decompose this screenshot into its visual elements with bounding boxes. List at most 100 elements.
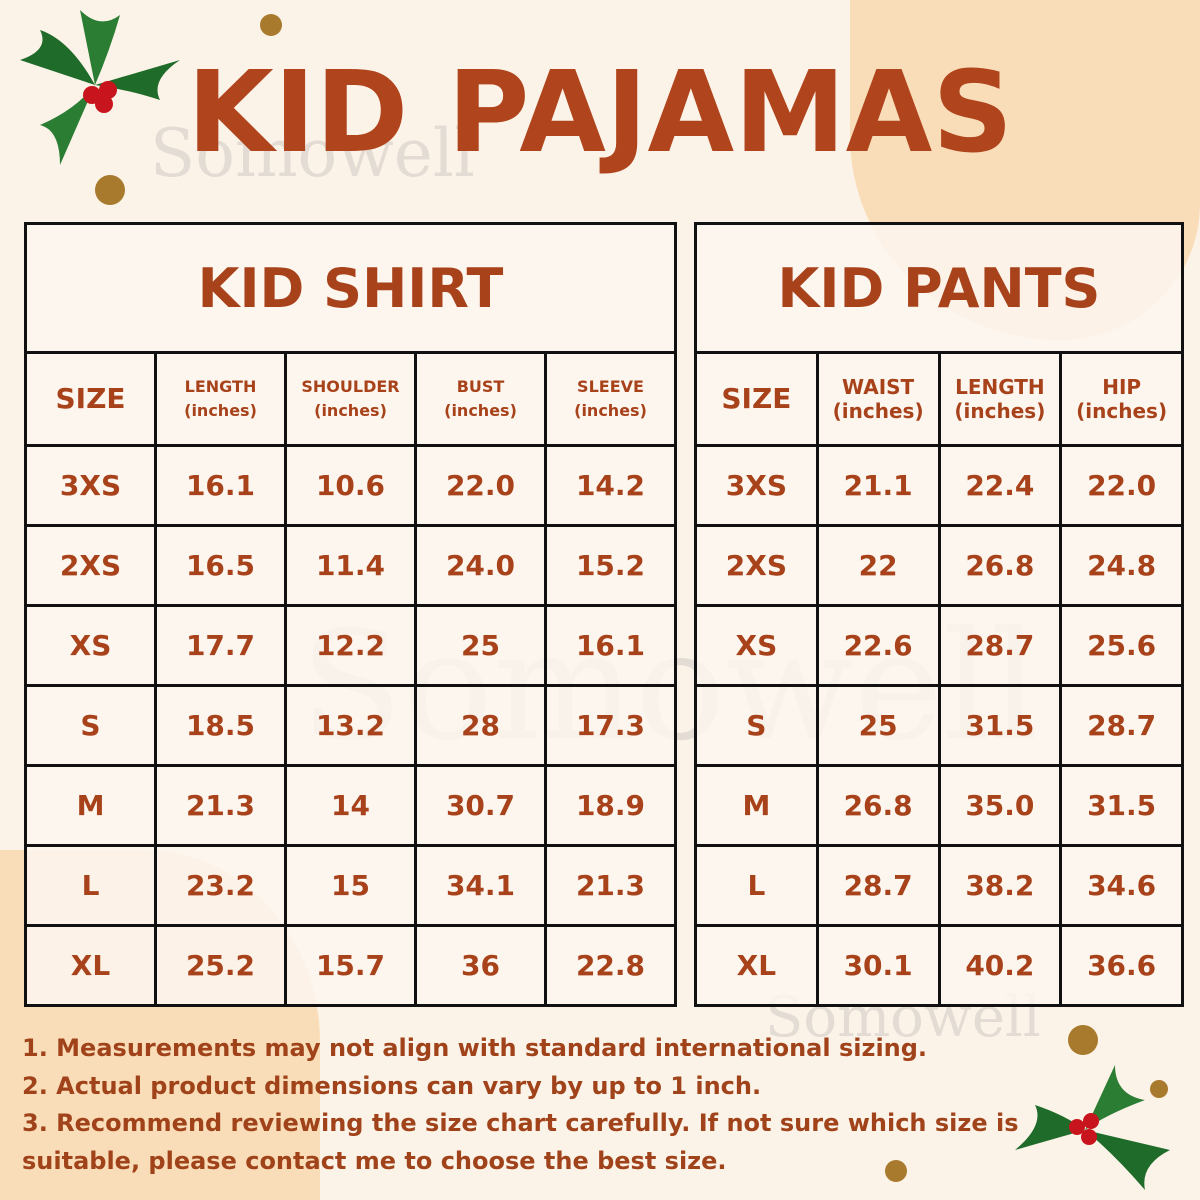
value-cell: 22.0: [1059, 444, 1184, 527]
table-row: L 23.2 15 34.1 21.3: [24, 844, 677, 927]
table-heading: KID SHIRT: [24, 222, 677, 354]
size-cell: S: [694, 684, 819, 767]
value-cell: 16.1: [544, 604, 677, 687]
size-cell: XS: [24, 604, 157, 687]
column-label: SIZE: [721, 382, 792, 415]
decor-dot: [885, 1160, 907, 1182]
size-cell: M: [694, 764, 819, 847]
value-cell: 17.7: [154, 604, 287, 687]
table-row: S 25 31.5 28.7: [694, 684, 1184, 767]
value-cell: 16.5: [154, 524, 287, 607]
value-cell: 22.6: [815, 604, 941, 687]
column-unit: (inches): [832, 399, 924, 423]
column-unit: (inches): [1076, 399, 1168, 423]
table-row: M 21.3 14 30.7 18.9: [24, 764, 677, 847]
value-cell: 15: [284, 844, 417, 927]
size-cell: 3XS: [24, 444, 157, 527]
value-cell: 12.2: [284, 604, 417, 687]
value-cell: 21.3: [154, 764, 287, 847]
column-label: SHOULDER: [301, 377, 400, 396]
column-unit: (inches): [444, 401, 517, 420]
note: 2. Actual product dimensions can vary by…: [22, 1071, 762, 1100]
value-cell: 25.6: [1059, 604, 1184, 687]
value-cell: 36: [414, 924, 547, 1007]
size-cell: 3XS: [694, 444, 819, 527]
value-cell: 25: [815, 684, 941, 767]
value-cell: 26.8: [937, 524, 1063, 607]
value-cell: 13.2: [284, 684, 417, 767]
table-row: 2XS 16.5 11.4 24.0 15.2: [24, 524, 677, 607]
decor-dot: [1150, 1080, 1168, 1098]
watermark: Somowell: [150, 115, 476, 192]
column-label: BUST: [456, 377, 505, 396]
kid-pants-table: KID PANTS SIZE WAIST (inches) LENGTH (inches…: [694, 222, 1184, 1007]
value-cell: 22.8: [544, 924, 677, 1007]
value-cell: 25: [414, 604, 547, 687]
table-row: 3XS 21.1 22.4 22.0: [694, 444, 1184, 527]
value-cell: 30.7: [414, 764, 547, 847]
size-cell: 2XS: [24, 524, 157, 607]
column-header: WAIST (inches): [815, 351, 941, 447]
kid-shirt-table: KID SHIRT SIZE LENGTH (inches) SHOULDER (inc…: [24, 222, 677, 1007]
column-header: HIP (inches): [1059, 351, 1184, 447]
column-label: LENGTH: [955, 375, 1045, 399]
size-cell: L: [24, 844, 157, 927]
value-cell: 24.8: [1059, 524, 1184, 607]
column-header: SIZE: [24, 351, 157, 447]
value-cell: 36.6: [1059, 924, 1184, 1007]
value-cell: 35.0: [937, 764, 1063, 847]
value-cell: 40.2: [937, 924, 1063, 1007]
value-cell: 14.2: [544, 444, 677, 527]
decor-dot: [260, 14, 282, 36]
value-cell: 28.7: [815, 844, 941, 927]
value-cell: 28: [414, 684, 547, 767]
column-label: HIP: [1102, 375, 1142, 399]
table-row: L 28.7 38.2 34.6: [694, 844, 1184, 927]
note: 3. Recommend reviewing the size chart ca…: [22, 1109, 1019, 1175]
value-cell: 18.5: [154, 684, 287, 767]
table-row: 3XS 16.1 10.6 22.0 14.2: [24, 444, 677, 527]
size-cell: XS: [694, 604, 819, 687]
decor-dot: [1068, 1025, 1098, 1055]
holly-icon: [20, 10, 180, 165]
value-cell: 31.5: [1059, 764, 1184, 847]
table-row: XL 25.2 15.7 36 22.8: [24, 924, 677, 1007]
decor-dot: [95, 175, 125, 205]
value-cell: 17.3: [544, 684, 677, 767]
column-header: LENGTH (inches): [154, 351, 287, 447]
column-header: SLEEVE (inches): [544, 351, 677, 447]
table-heading: KID PANTS: [694, 222, 1184, 354]
column-unit: (inches): [574, 401, 647, 420]
page-title: KID PAJAMAS: [186, 48, 1014, 178]
value-cell: 38.2: [937, 844, 1063, 927]
column-label: SIZE: [55, 382, 126, 415]
value-cell: 22.0: [414, 444, 547, 527]
column-unit: (inches): [314, 401, 387, 420]
size-cell: L: [694, 844, 819, 927]
value-cell: 28.7: [937, 604, 1063, 687]
column-header: SIZE: [694, 351, 819, 447]
column-label: LENGTH: [184, 377, 257, 396]
column-header: BUST (inches): [414, 351, 547, 447]
value-cell: 15.7: [284, 924, 417, 1007]
size-cell: 2XS: [694, 524, 819, 607]
value-cell: 21.3: [544, 844, 677, 927]
table-row: 2XS 22 26.8 24.8: [694, 524, 1184, 607]
column-header: LENGTH (inches): [937, 351, 1063, 447]
value-cell: 15.2: [544, 524, 677, 607]
table-row: M 26.8 35.0 31.5: [694, 764, 1184, 847]
column-label: SLEEVE: [577, 377, 644, 396]
column-label: WAIST: [842, 375, 915, 399]
table-row: S 18.5 13.2 28 17.3: [24, 684, 677, 767]
value-cell: 18.9: [544, 764, 677, 847]
value-cell: 10.6: [284, 444, 417, 527]
size-cell: M: [24, 764, 157, 847]
value-cell: 24.0: [414, 524, 547, 607]
size-cell: XL: [694, 924, 819, 1007]
value-cell: 21.1: [815, 444, 941, 527]
value-cell: 25.2: [154, 924, 287, 1007]
value-cell: 31.5: [937, 684, 1063, 767]
holly-icon: [1015, 1065, 1170, 1190]
table-row: XS 22.6 28.7 25.6: [694, 604, 1184, 687]
size-cell: S: [24, 684, 157, 767]
